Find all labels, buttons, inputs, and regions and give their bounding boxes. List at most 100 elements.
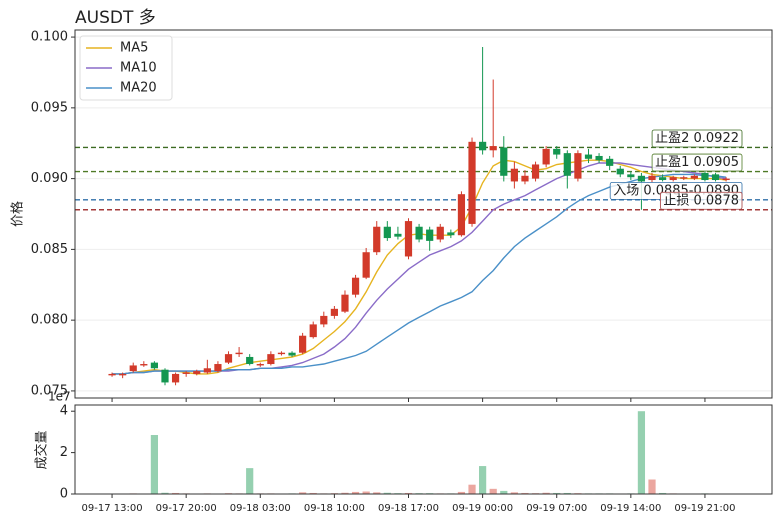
candle-body <box>383 226 391 239</box>
candle-body <box>658 177 667 181</box>
chart-title: AUSDT 多 <box>75 8 156 28</box>
level-label: 止盈1 0.0905 <box>655 155 739 170</box>
y-tick-label: 0.095 <box>31 100 68 115</box>
candle-body <box>510 168 518 182</box>
volume-bar <box>542 492 550 494</box>
x-tick-label: 09-19 00:00 <box>452 503 513 514</box>
candle-body <box>648 175 656 181</box>
candle-body <box>701 172 709 181</box>
candle-body <box>246 356 254 365</box>
volume-bar <box>637 411 646 494</box>
candle-body <box>680 177 688 179</box>
volume-bar <box>351 491 360 494</box>
candle-body <box>574 153 582 179</box>
candle-body <box>500 147 508 176</box>
candle-body <box>203 368 211 373</box>
candle-body <box>690 175 698 179</box>
volume-bar <box>246 468 254 494</box>
y-tick-label: 0.075 <box>31 383 68 398</box>
y-tick-label: 2 <box>60 445 68 460</box>
volume-bar <box>373 492 381 494</box>
candle-body <box>584 154 593 159</box>
candle-body <box>351 277 360 295</box>
candle-body <box>224 354 233 363</box>
level-label: 止损 0.0878 <box>663 193 739 208</box>
volume-bar <box>457 491 466 494</box>
x-tick-label: 09-19 07:00 <box>526 503 587 514</box>
y-tick-label: 0.100 <box>31 30 68 45</box>
candle-body <box>256 364 264 366</box>
level-label-box <box>659 191 743 210</box>
level-label: 止盈2 0.0922 <box>655 131 739 146</box>
candle-body <box>193 371 201 374</box>
x-tick-label: 09-17 20:00 <box>156 503 217 514</box>
volume-bar <box>468 484 476 494</box>
level-label-box <box>651 129 743 148</box>
candle-body <box>171 373 180 383</box>
y-tick-label: 0 <box>60 487 68 502</box>
candle-body <box>309 324 317 338</box>
x-tick-label: 09-18 03:00 <box>230 503 291 514</box>
volume-bar <box>161 492 169 494</box>
candle-body <box>489 146 497 151</box>
candle-body <box>669 177 677 181</box>
candle-body <box>394 233 402 237</box>
y-tick-label: 0.080 <box>31 313 68 328</box>
x-tick-label: 09-19 21:00 <box>674 503 735 514</box>
volume-bar <box>500 490 508 494</box>
y-tick-label: 4 <box>60 404 68 419</box>
candle-body <box>595 155 603 161</box>
candle-body <box>447 232 455 236</box>
candle-body <box>299 335 307 353</box>
candle-body <box>330 308 338 316</box>
candle-body <box>606 158 614 166</box>
legend-box <box>79 35 173 101</box>
candle-body <box>129 365 137 372</box>
candle-body <box>426 229 434 241</box>
x-tick-label: 09-18 10:00 <box>304 503 365 514</box>
candle-body <box>404 221 413 257</box>
level-label-box <box>651 153 743 172</box>
volume-bar <box>309 492 317 494</box>
candle-body <box>373 226 381 253</box>
candle-body <box>479 141 487 151</box>
candle-body <box>553 148 561 155</box>
volume-bar <box>658 492 667 494</box>
legend-label: MA5 <box>120 41 148 56</box>
volume-bar <box>171 492 180 494</box>
candle-body <box>521 175 529 182</box>
candle-body <box>277 352 286 355</box>
x-tick-label: 09-18 17:00 <box>378 503 439 514</box>
candle-body <box>235 352 243 355</box>
volume-bar <box>489 488 497 494</box>
legend-label: MA10 <box>120 61 157 76</box>
plot-frame <box>74 29 773 399</box>
candle-body <box>341 294 349 312</box>
y-axis-label: 价格 <box>10 201 26 227</box>
candle-body <box>627 174 635 178</box>
volume-bar <box>521 492 529 494</box>
volume-bar <box>563 492 571 494</box>
volume-bar <box>362 491 370 494</box>
x-tick-label: 09-19 14:00 <box>600 503 661 514</box>
candle-body <box>320 315 328 325</box>
candle-body <box>457 194 466 236</box>
volume-bar <box>479 466 487 494</box>
y-tick-label: 0.085 <box>31 242 68 257</box>
candle-body <box>267 354 275 365</box>
candle-body <box>140 364 148 366</box>
candle-body <box>182 372 190 374</box>
candle-body <box>161 369 169 383</box>
candle-body <box>214 364 222 372</box>
candle-body <box>711 174 720 181</box>
candle-body <box>150 362 159 369</box>
volume-bar <box>404 492 413 494</box>
y-tick-label: 0.090 <box>31 171 68 186</box>
volume-bar <box>341 492 349 494</box>
candle-body <box>288 352 296 356</box>
candle-body <box>637 175 646 182</box>
candle-body <box>108 373 116 376</box>
volume-bar <box>150 435 159 494</box>
candle-body <box>362 252 370 278</box>
candle-body <box>616 168 624 175</box>
